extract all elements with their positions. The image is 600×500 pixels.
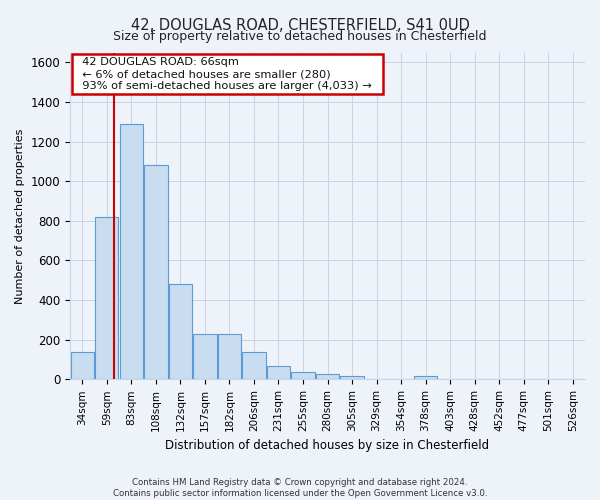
Bar [71,352,94,380]
Bar [340,376,364,380]
Bar [218,334,241,380]
Bar [316,374,339,380]
Bar [169,284,192,380]
Bar [414,376,437,380]
Text: Contains HM Land Registry data © Crown copyright and database right 2024.
Contai: Contains HM Land Registry data © Crown c… [113,478,487,498]
Bar [95,217,118,380]
Bar [292,372,314,380]
Text: 42, DOUGLAS ROAD, CHESTERFIELD, S41 0UD: 42, DOUGLAS ROAD, CHESTERFIELD, S41 0UD [131,18,469,32]
Y-axis label: Number of detached properties: Number of detached properties [15,128,25,304]
Bar [144,166,167,380]
Bar [242,352,266,380]
Bar [119,124,143,380]
X-axis label: Distribution of detached houses by size in Chesterfield: Distribution of detached houses by size … [166,440,490,452]
Bar [267,366,290,380]
Bar [193,334,217,380]
Text: Size of property relative to detached houses in Chesterfield: Size of property relative to detached ho… [113,30,487,43]
Text: 42 DOUGLAS ROAD: 66sqm
  ← 6% of detached houses are smaller (280)
  93% of semi: 42 DOUGLAS ROAD: 66sqm ← 6% of detached … [75,58,379,90]
